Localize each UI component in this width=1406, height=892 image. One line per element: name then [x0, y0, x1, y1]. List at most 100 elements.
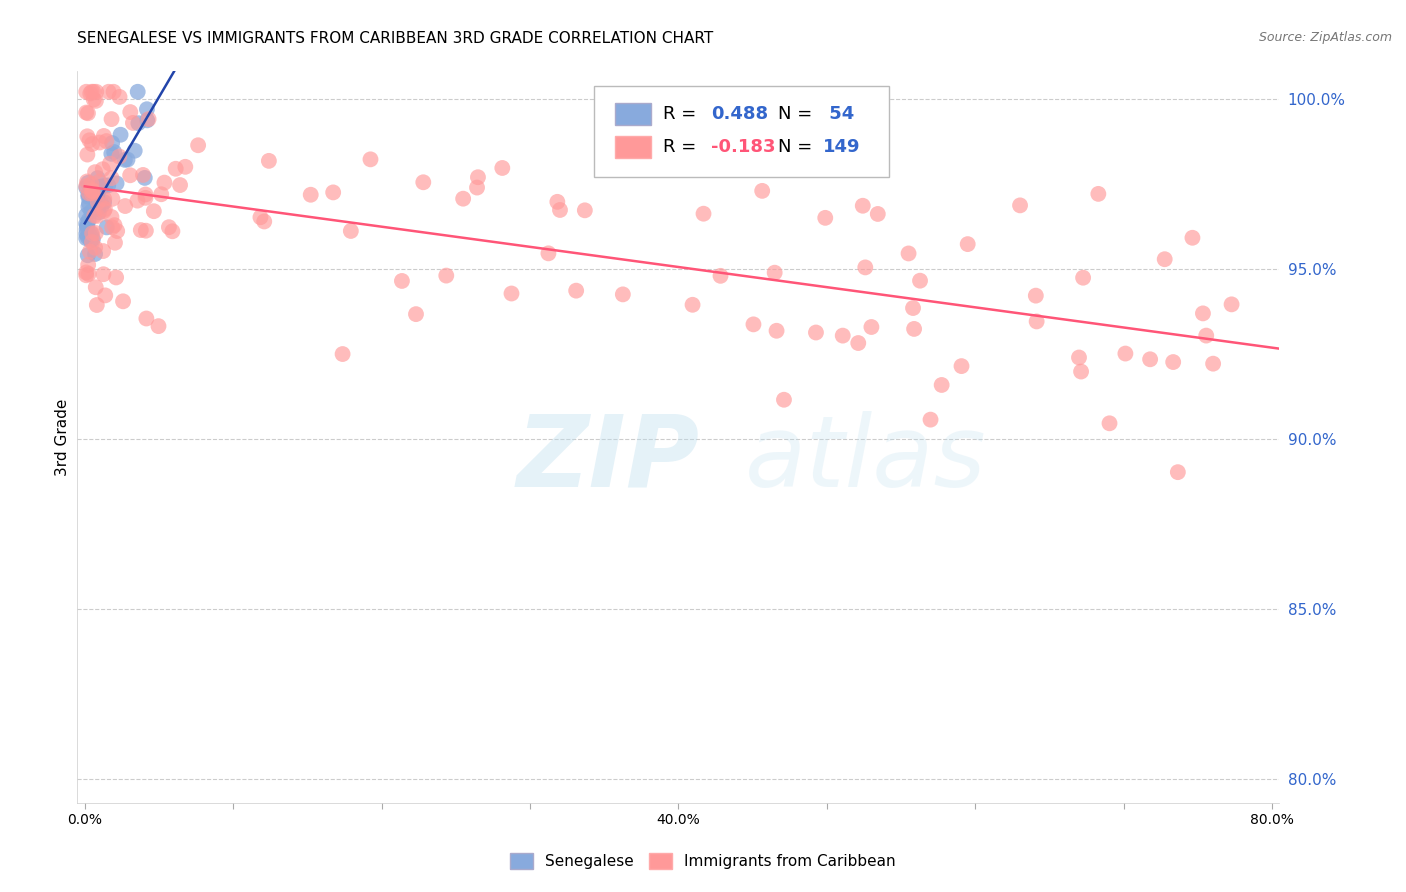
Point [86, 298, 108, 312]
Point [79, 228, 101, 243]
Text: atlas: atlas [745, 410, 986, 508]
Point [77, 213, 100, 227]
Point [82, 185, 104, 199]
Point [90, 180, 112, 194]
Point [105, 224, 128, 238]
Point [127, 85, 149, 99]
Point [100, 112, 122, 127]
Point [153, 176, 176, 190]
Point [950, 359, 973, 373]
Point [391, 274, 413, 288]
Point [467, 170, 489, 185]
Point [127, 194, 149, 208]
Point [91, 244, 114, 258]
Point [97, 178, 120, 193]
Point [77, 196, 100, 211]
Point [96, 134, 118, 148]
Text: SENEGALESE VS IMMIGRANTS FROM CARIBBEAN 3RD GRADE CORRELATION CHART: SENEGALESE VS IMMIGRANTS FROM CARIBBEAN … [77, 31, 714, 46]
Point [93, 204, 115, 219]
Point [804, 326, 827, 340]
Point [135, 224, 157, 238]
Point [751, 184, 773, 198]
Point [117, 153, 139, 167]
Text: -0.183: -0.183 [711, 137, 775, 156]
Point [852, 199, 875, 213]
Point [565, 284, 588, 298]
Text: 54: 54 [823, 104, 853, 123]
Point [1025, 288, 1047, 302]
Point [1087, 186, 1109, 201]
Point [124, 144, 146, 158]
Point [150, 187, 173, 202]
Point [77, 258, 100, 272]
Point [1071, 270, 1094, 285]
Point [253, 214, 276, 228]
Point [105, 270, 128, 285]
Point [94, 178, 117, 193]
Point [77, 267, 100, 281]
Point [104, 235, 127, 250]
Point [83, 209, 105, 223]
Point [103, 218, 125, 232]
Point [105, 177, 128, 191]
Point [84, 247, 107, 261]
Point [84, 179, 107, 194]
Point [108, 149, 131, 163]
Point [77, 190, 100, 204]
Point [80, 85, 103, 99]
Point [90, 180, 112, 194]
Point [75, 180, 97, 194]
Point [1220, 297, 1243, 311]
Point [831, 328, 853, 343]
Point [574, 203, 596, 218]
Point [101, 192, 124, 206]
Point [84, 280, 107, 294]
Point [122, 116, 145, 130]
Point [114, 199, 136, 213]
Point [920, 412, 942, 426]
Point [709, 268, 731, 283]
Point [87, 186, 110, 201]
Point [76, 129, 98, 144]
Point [132, 168, 155, 182]
Point [1114, 346, 1136, 360]
Point [79, 87, 101, 101]
Point [903, 322, 925, 336]
Point [82, 227, 104, 241]
Point [93, 192, 115, 206]
Point [1070, 365, 1092, 379]
Legend: Senegalese, Immigrants from Caribbean: Senegalese, Immigrants from Caribbean [503, 847, 903, 875]
Point [1167, 465, 1189, 479]
Point [100, 210, 122, 224]
Point [1195, 328, 1218, 343]
Point [134, 191, 156, 205]
Point [96, 220, 118, 235]
Point [90, 196, 112, 211]
Point [84, 165, 107, 179]
Point [434, 268, 457, 283]
Point [82, 184, 104, 198]
Point [120, 169, 142, 183]
FancyBboxPatch shape [595, 86, 889, 178]
Point [75, 105, 97, 120]
Point [87, 202, 110, 216]
Text: N =: N = [778, 104, 813, 123]
Point [136, 102, 159, 116]
Point [1192, 306, 1215, 320]
Point [76, 230, 98, 244]
Point [83, 93, 105, 107]
Point [86, 209, 108, 223]
Point [77, 186, 100, 201]
Point [742, 318, 765, 332]
Point [129, 223, 152, 237]
Point [765, 324, 787, 338]
Point [75, 217, 97, 231]
Point [80, 184, 103, 198]
Point [75, 179, 97, 194]
Point [110, 128, 132, 142]
Point [548, 202, 571, 217]
Text: R =: R = [662, 104, 696, 123]
Point [84, 226, 107, 240]
Point [100, 146, 122, 161]
Point [90, 199, 112, 213]
